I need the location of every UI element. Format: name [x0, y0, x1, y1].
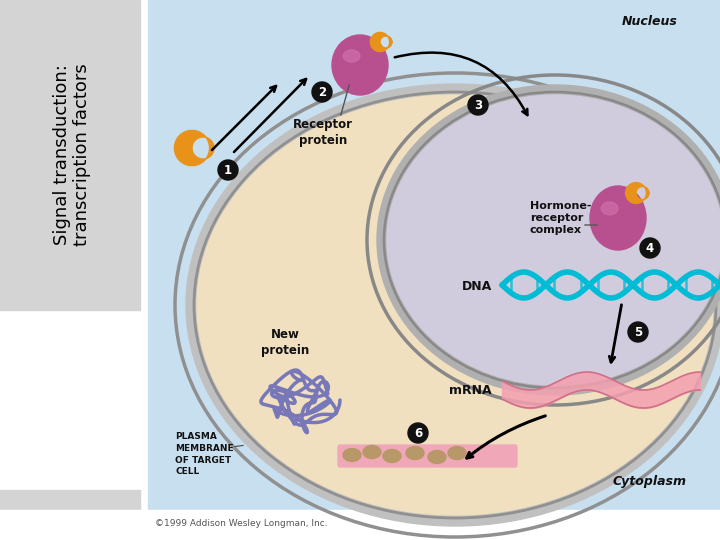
Text: 1: 1 — [224, 164, 232, 177]
Ellipse shape — [383, 449, 401, 462]
Text: 5: 5 — [634, 326, 642, 339]
Text: Receptor
protein: Receptor protein — [293, 118, 353, 147]
Ellipse shape — [406, 447, 424, 460]
Text: 6: 6 — [414, 427, 422, 440]
Text: 4: 4 — [646, 242, 654, 255]
Ellipse shape — [186, 84, 720, 526]
Ellipse shape — [197, 95, 713, 515]
Polygon shape — [370, 32, 392, 52]
Text: Nucleus: Nucleus — [622, 15, 678, 28]
Bar — [0, 490, 140, 540]
Text: Signal transduction:: Signal transduction: — [53, 65, 71, 246]
Ellipse shape — [601, 202, 618, 215]
Ellipse shape — [377, 85, 720, 395]
Circle shape — [218, 160, 238, 180]
Polygon shape — [626, 183, 649, 204]
Text: mRNA: mRNA — [449, 383, 492, 396]
Ellipse shape — [387, 95, 720, 385]
Circle shape — [312, 82, 332, 102]
Ellipse shape — [343, 449, 361, 462]
Ellipse shape — [448, 447, 466, 460]
Text: 2: 2 — [318, 86, 326, 99]
Circle shape — [640, 238, 660, 258]
Bar — [148, 0, 720, 510]
Circle shape — [628, 322, 648, 342]
Ellipse shape — [343, 50, 360, 62]
Ellipse shape — [332, 35, 388, 95]
Circle shape — [408, 423, 428, 443]
Text: transcription factors: transcription factors — [73, 64, 91, 246]
FancyBboxPatch shape — [338, 445, 517, 467]
Text: DNA: DNA — [462, 280, 492, 294]
Text: New
protein: New protein — [261, 328, 309, 357]
Ellipse shape — [363, 446, 381, 458]
Text: Cytoplasm: Cytoplasm — [613, 475, 687, 488]
Bar — [0, 510, 720, 540]
Ellipse shape — [428, 450, 446, 463]
Circle shape — [468, 95, 488, 115]
Text: Hormone-
receptor
complex: Hormone- receptor complex — [530, 200, 592, 235]
Text: ©1999 Addison Wesley Longman, Inc.: ©1999 Addison Wesley Longman, Inc. — [155, 519, 328, 529]
Text: 3: 3 — [474, 99, 482, 112]
Polygon shape — [174, 130, 214, 166]
Ellipse shape — [590, 186, 646, 250]
Text: PLASMA
MEMBRANE
OF TARGET
CELL: PLASMA MEMBRANE OF TARGET CELL — [175, 432, 233, 476]
Bar — [0, 0, 140, 310]
